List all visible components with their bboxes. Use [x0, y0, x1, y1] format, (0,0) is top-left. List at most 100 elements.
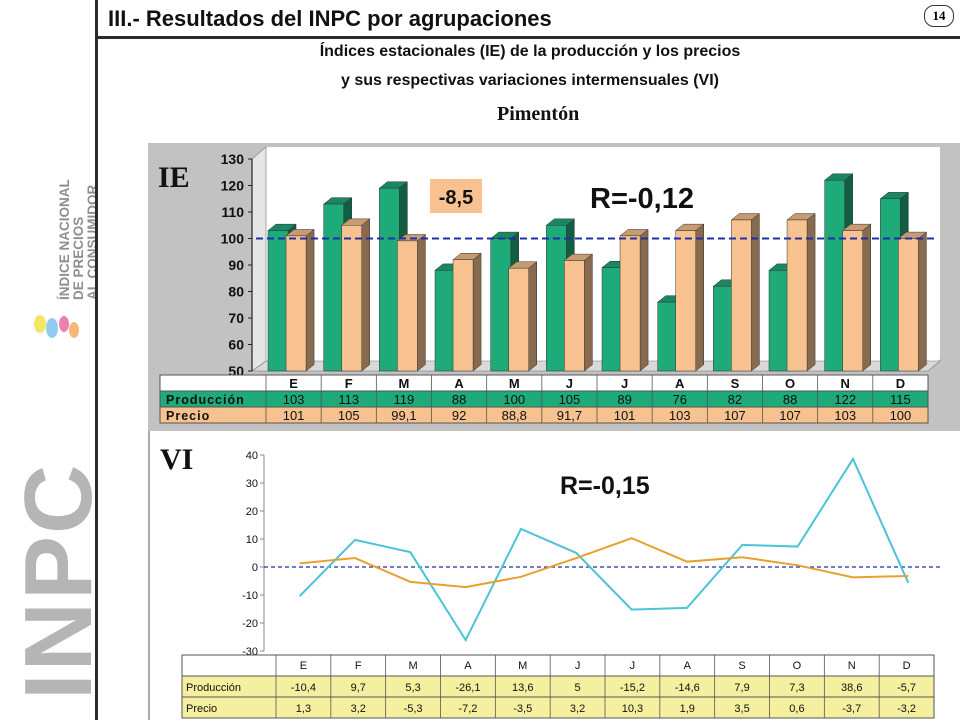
- series-line-precio: [299, 537, 909, 589]
- y-tick-label: -10: [242, 590, 258, 602]
- table-cell: -5,7: [897, 682, 916, 694]
- table-cell: 105: [338, 408, 360, 423]
- logo-text-line: ÍNDICE NACIONAL: [57, 179, 72, 300]
- y-tick-label: -20: [242, 618, 258, 630]
- bar-precio: [619, 235, 641, 372]
- bar-side: [584, 253, 593, 372]
- table-cell: 1,9: [680, 703, 695, 715]
- table-cell: 5,3: [405, 682, 420, 694]
- annotation-correlation: R=-0,15: [560, 472, 650, 500]
- bar-side: [305, 228, 315, 372]
- bar-precio: [731, 219, 752, 372]
- table-cell: 100: [890, 408, 912, 423]
- y-tick-label: 40: [246, 450, 258, 462]
- table-month-label: M: [509, 376, 520, 391]
- table-cell: 113: [338, 392, 359, 407]
- sidebar: INPC ÍNDICE NACIONAL DE PRECIOS AL CONSU…: [0, 0, 112, 720]
- table-cell: 7,9: [734, 682, 749, 694]
- annotation-variation: -8,5: [439, 187, 473, 209]
- table-cell: 88: [783, 392, 797, 407]
- table-row: [159, 390, 929, 408]
- table-month-label: D: [903, 660, 911, 672]
- ie-chart-panel: IE 50 60 70 80 90 100 110 120 130 -8,5 R=-0,12 E F M A…: [148, 143, 960, 431]
- table-month-label: N: [841, 376, 850, 391]
- table-month-label: N: [848, 660, 856, 672]
- header-divider: [98, 36, 960, 39]
- table-cell: 105: [559, 392, 581, 407]
- page-number-badge: 14: [924, 5, 954, 27]
- table-month-label: A: [675, 376, 685, 391]
- y-tick-label: 0: [252, 562, 258, 574]
- table-cell: 3,2: [351, 703, 366, 715]
- bar-produccion: [824, 179, 845, 372]
- bar-produccion: [768, 270, 790, 372]
- sidebar-divider: [95, 0, 98, 720]
- table-cell: 107: [779, 408, 801, 423]
- table-cell: 103: [834, 408, 856, 423]
- vi-chart-panel: VI -30 -20 -10 0 10 20 30 40 R=-0,15 E F M A M J J A S O N D…: [148, 431, 960, 720]
- table-month-label: J: [621, 376, 628, 391]
- vi-panel-label: VI: [160, 443, 194, 476]
- table-cell: -26,1: [455, 682, 480, 694]
- y-tick-label: 30: [246, 478, 258, 490]
- bar-precio: [842, 230, 863, 372]
- table-month-label: J: [566, 376, 573, 391]
- plot-side-wall: [251, 146, 267, 372]
- y-tick-label: 110: [221, 204, 244, 220]
- table-cell: 101: [283, 408, 305, 423]
- table-cell: 119: [394, 392, 415, 407]
- table-month-label: M: [398, 376, 409, 391]
- bar-produccion: [490, 238, 511, 372]
- table-month-label: A: [684, 660, 692, 672]
- table-cell: -3,7: [842, 703, 861, 715]
- table-cell: 100: [503, 392, 525, 407]
- table-month-label: D: [896, 376, 905, 391]
- bar-produccion: [601, 267, 623, 372]
- bar-side: [751, 213, 760, 372]
- table-cell: 103: [283, 392, 305, 407]
- subtitle-line-1: Índices estacionales (IE) de la producci…: [319, 43, 741, 60]
- page-title: III.- Resultados del INPC por agrupacion…: [108, 6, 552, 31]
- bar-side: [361, 218, 370, 372]
- table-month-label: E: [300, 660, 307, 672]
- bar-side: [417, 233, 426, 372]
- table-cell: 10,3: [622, 703, 643, 715]
- table-month-label: M: [408, 660, 417, 672]
- bar-precio: [452, 259, 474, 372]
- table-cell: 0,6: [789, 703, 804, 715]
- logo-text: ÍNDICE NACIONAL DE PRECIOS AL CONSUMIDOR: [57, 179, 100, 300]
- bar-produccion: [657, 301, 678, 372]
- product-name: Pimentón: [497, 103, 580, 125]
- table-cell: -5,3: [404, 703, 423, 715]
- bar-precio: [285, 235, 307, 372]
- table-cell: -14,6: [675, 682, 700, 694]
- table-cell: 38,6: [841, 682, 862, 694]
- table-month-label: J: [575, 660, 581, 672]
- table-series-name: Precio: [186, 703, 217, 715]
- table-series-name: Producción: [166, 393, 245, 407]
- annotation-correlation: R=-0,12: [590, 183, 694, 215]
- table-cell: 3,5: [734, 703, 749, 715]
- table-cell: -7,2: [458, 703, 477, 715]
- bar-side: [862, 223, 871, 372]
- table-month-label: A: [464, 660, 472, 672]
- table-series-name: Precio: [166, 409, 210, 423]
- bar-precio: [341, 225, 362, 372]
- y-tick-label: 60: [228, 337, 244, 353]
- bar-precio: [564, 260, 585, 372]
- table-cell: 89: [617, 392, 631, 407]
- table-month-label: M: [518, 660, 527, 672]
- table-cell: 103: [669, 408, 691, 423]
- table-cell: 88,8: [502, 408, 527, 423]
- bar-side: [639, 228, 649, 372]
- table-cell: 7,3: [789, 682, 804, 694]
- bar-produccion: [546, 225, 567, 372]
- y-tick-label: 10: [246, 534, 258, 546]
- bar-side: [918, 231, 927, 372]
- table-cell: 92: [452, 408, 466, 423]
- table-cell: 115: [890, 392, 911, 407]
- table-month-label: O: [793, 660, 802, 672]
- table-cell: -10,4: [291, 682, 316, 694]
